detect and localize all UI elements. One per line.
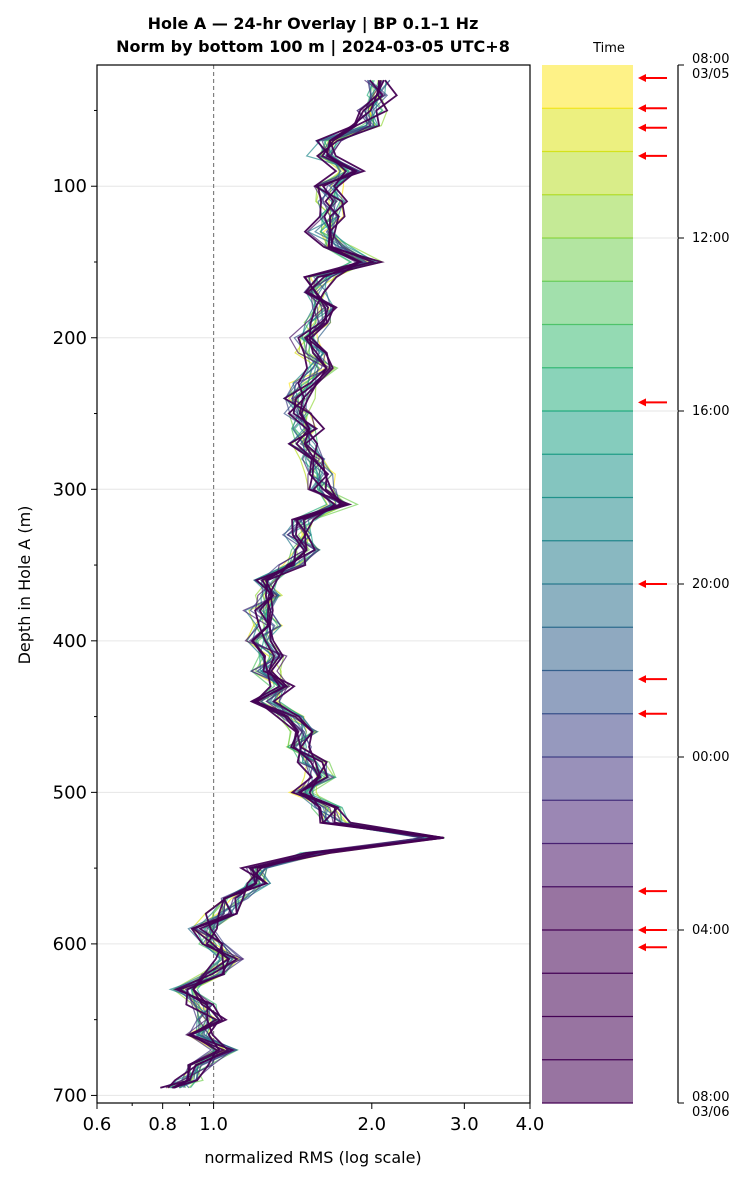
y-tick-label: 200 [53, 328, 87, 349]
time-legend: 08:00 03/05 12:00 16:00 20:00 00:00 04:00 08:00… [542, 52, 729, 1120]
legend-band-19 [542, 843, 633, 887]
legend-band-21 [542, 930, 633, 974]
legend-band-10 [542, 454, 633, 498]
y-tick-label: 500 [53, 782, 87, 803]
event-arrow-head [638, 675, 646, 684]
event-arrow-head [638, 887, 646, 896]
y-tick-label: 600 [53, 934, 87, 955]
time-label: 04:00 [692, 923, 729, 938]
legend-band-17 [542, 757, 633, 801]
x-tick-label: 2.0 [357, 1114, 386, 1135]
legend-band-16 [542, 713, 633, 757]
legend-band-3 [542, 151, 633, 195]
legend-band-15 [542, 670, 633, 714]
legend-band-6 [542, 281, 633, 325]
series-line-9 [189, 80, 445, 1089]
legend-band-24 [542, 1059, 633, 1103]
legend-band-2 [542, 108, 633, 152]
time-label: 20:00 [692, 577, 729, 592]
legend-band-22 [542, 973, 633, 1017]
x-tick-label: 0.6 [83, 1114, 112, 1135]
event-arrow-head [638, 151, 646, 160]
event-arrow-head [638, 943, 646, 952]
y-axis-ticks: 100 200 300 400 500 600 700 [53, 109, 97, 1106]
legend-band-7 [542, 324, 633, 368]
y-tick-label: 700 [53, 1085, 87, 1106]
legend-band-11 [542, 497, 633, 541]
series-line-22 [160, 79, 437, 1089]
legend-band-8 [542, 367, 633, 411]
legend-band-14 [542, 627, 633, 671]
x-axis-ticks: 0.6 0.8 1.0 2.0 3.0 4.0 [83, 1103, 545, 1135]
event-arrow-head [638, 398, 646, 407]
plot-frame [96, 64, 531, 1104]
event-arrow-head [638, 926, 646, 934]
event-arrow-head [638, 104, 646, 113]
series-line-21 [167, 80, 442, 1089]
y-tick-label: 100 [53, 176, 87, 197]
legend-band-18 [542, 800, 633, 844]
event-arrow-head [638, 73, 646, 82]
time-label: 08:00 03/05 [692, 52, 729, 82]
x-axis-label: normalized RMS (log scale) [204, 1148, 421, 1167]
y-axis-label: Depth in Hole A (m) [15, 506, 34, 665]
legend-band-4 [542, 194, 633, 238]
x-tick-label: 0.8 [148, 1114, 177, 1135]
series-line-16 [171, 79, 424, 1089]
series-line-23 [171, 79, 445, 1089]
plot-area [96, 64, 531, 1104]
series-line-17 [183, 80, 444, 1088]
time-label: 16:00 [692, 404, 729, 419]
legend-band-20 [542, 886, 633, 930]
series-line-24 [173, 79, 444, 1089]
time-label: 08:00 03/06 [692, 1090, 729, 1120]
legend-band-1 [542, 65, 633, 109]
time-label: 00:00 [692, 750, 729, 765]
legend-band-12 [542, 540, 633, 584]
x-tick-label: 3.0 [450, 1114, 479, 1135]
time-label: 12:00 [692, 231, 729, 246]
legend-band-9 [542, 411, 633, 455]
legend-title: Time [592, 41, 625, 56]
legend-band-13 [542, 584, 633, 628]
series-line-14 [180, 80, 424, 1089]
event-arrow-head [638, 709, 646, 718]
y-tick-label: 300 [53, 479, 87, 500]
legend-band-23 [542, 1016, 633, 1060]
x-tick-label: 4.0 [516, 1114, 545, 1135]
x-tick-label: 1.0 [199, 1114, 228, 1135]
event-arrow-head [638, 123, 646, 132]
event-arrow-head [638, 580, 646, 588]
y-tick-label: 400 [53, 631, 87, 652]
chart-title-line2: Norm by bottom 100 m | 2024-03-05 UTC+8 [116, 37, 510, 57]
legend-band-5 [542, 238, 633, 282]
chart-title-line1: Hole A — 24-hr Overlay | BP 0.1–1 Hz [148, 14, 479, 34]
